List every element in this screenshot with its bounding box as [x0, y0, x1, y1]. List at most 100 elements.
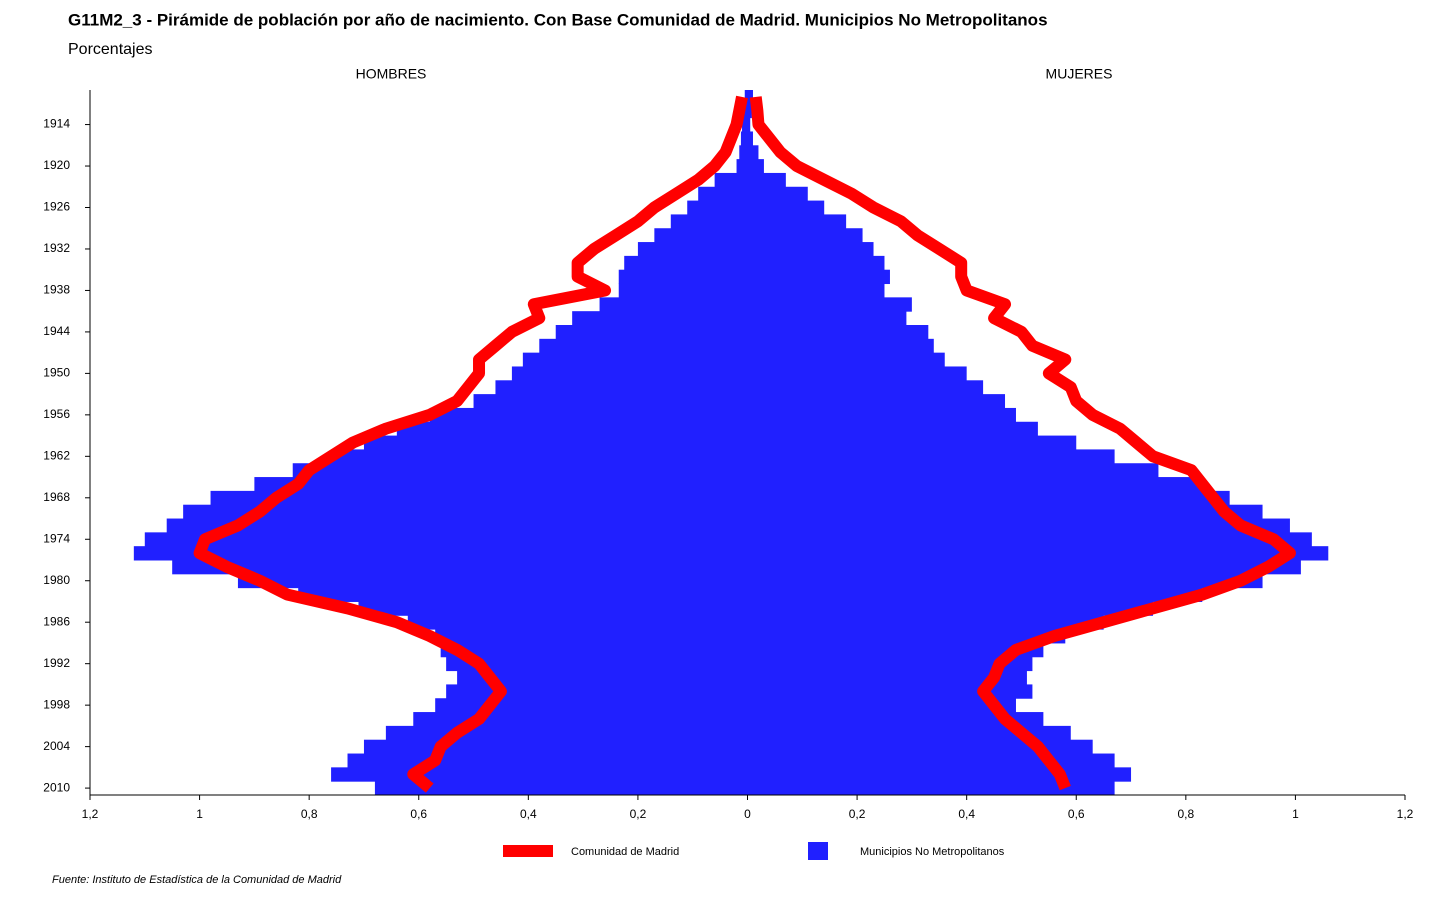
bar-male	[687, 200, 748, 215]
bar-male	[539, 338, 748, 354]
bar-female	[747, 421, 1038, 437]
bar-male	[739, 145, 748, 160]
y-tick-label: 2004	[43, 739, 70, 753]
bar-male	[637, 242, 748, 257]
bar-female	[747, 186, 808, 202]
x-tick-label: 1	[196, 807, 203, 821]
bar-female	[747, 338, 934, 354]
y-tick-label: 1950	[43, 366, 70, 380]
bar-female	[747, 698, 1016, 713]
y-tick-label: 1998	[43, 697, 70, 711]
bar-female	[747, 546, 1329, 561]
bar-male	[385, 725, 748, 741]
bar-male	[744, 90, 748, 105]
bar-male	[624, 255, 748, 271]
bar-female	[747, 518, 1290, 533]
bar-male	[435, 629, 748, 644]
bar-male	[407, 615, 748, 630]
bar-female	[747, 352, 945, 367]
y-tick-label: 1962	[43, 448, 70, 462]
bar-female	[747, 269, 890, 285]
bar-female	[747, 767, 1132, 782]
x-tick-label: 0	[744, 807, 751, 821]
bar-female	[747, 601, 1153, 616]
bar-male	[572, 311, 748, 326]
bar-male	[331, 767, 748, 782]
bar-female	[747, 656, 1033, 672]
bar-female	[747, 504, 1263, 520]
bar-female	[747, 200, 825, 215]
x-tick-label: 0,2	[630, 807, 647, 821]
bar-male	[740, 131, 748, 146]
bar-female	[747, 684, 1033, 699]
bar-female	[747, 90, 753, 105]
legend-label: Comunidad de Madrid	[571, 846, 679, 858]
bar-female	[747, 560, 1301, 575]
bar-male	[363, 435, 748, 450]
legend-swatch	[808, 842, 828, 860]
bar-male	[331, 449, 748, 464]
y-tick-label: 1920	[43, 158, 70, 172]
y-tick-label: 1992	[43, 656, 70, 670]
bar-male	[133, 546, 748, 561]
bar-male	[172, 560, 748, 575]
plot-area: 1914 1920 1926 1932 1938 1944 1950 1956 1962 1968…	[43, 90, 1414, 860]
bar-male	[435, 698, 748, 713]
bar-male	[183, 504, 748, 520]
bar-female	[747, 131, 753, 146]
bar-female	[747, 642, 1044, 658]
bar-male	[210, 490, 748, 506]
y-tick-label: 1926	[43, 200, 70, 214]
bar-male	[358, 601, 748, 616]
bar-female	[747, 449, 1115, 464]
bar-male	[511, 366, 748, 381]
y-tick-label: 1986	[43, 614, 70, 628]
bar-male	[555, 325, 748, 340]
source-note: Fuente: Instituto de Estadística de la C…	[52, 874, 342, 886]
bar-female	[747, 573, 1263, 589]
y-tick-label: 1944	[43, 324, 70, 338]
side-label: HOMBRES	[356, 66, 427, 82]
bar-female	[747, 159, 764, 174]
bar-female	[747, 532, 1312, 547]
bar-male	[599, 297, 748, 312]
bar-female	[747, 311, 907, 326]
bar-male	[254, 477, 748, 492]
bar-male	[374, 781, 748, 796]
bar-female	[747, 587, 1203, 602]
bar-male	[347, 753, 748, 768]
bar-male	[714, 172, 748, 188]
chart-title: G11M2_3 - Pirámide de población por año …	[68, 10, 1048, 29]
bar-male	[298, 587, 748, 602]
y-tick-label: 2010	[43, 780, 70, 794]
bar-male	[446, 656, 748, 672]
bar-male	[446, 684, 748, 699]
bar-female	[747, 380, 984, 395]
bar-male	[429, 407, 748, 423]
bar-male	[698, 186, 748, 202]
x-tick-label: 1,2	[82, 807, 99, 821]
x-tick-label: 0,6	[1068, 807, 1085, 821]
bar-male	[457, 670, 748, 685]
bar-female	[747, 629, 1066, 644]
x-tick-label: 0,2	[849, 807, 866, 821]
bar-male	[363, 739, 748, 755]
bar-female	[747, 228, 863, 243]
x-tick-label: 0,6	[410, 807, 427, 821]
chart-subtitle: Porcentajes	[68, 41, 153, 58]
bar-female	[747, 463, 1159, 478]
x-tick-label: 0,4	[520, 807, 537, 821]
y-tick-label: 1932	[43, 241, 70, 255]
bar-female	[747, 739, 1093, 755]
bar-female	[747, 366, 967, 381]
bar-female	[747, 670, 1027, 685]
bar-female	[747, 615, 1104, 630]
bar-male	[396, 421, 748, 437]
bar-female	[747, 407, 1016, 423]
bar-female	[747, 490, 1230, 506]
y-tick-label: 1974	[43, 531, 70, 545]
bar-female	[747, 145, 759, 160]
bar-female	[747, 725, 1071, 741]
bar-female	[747, 325, 929, 340]
